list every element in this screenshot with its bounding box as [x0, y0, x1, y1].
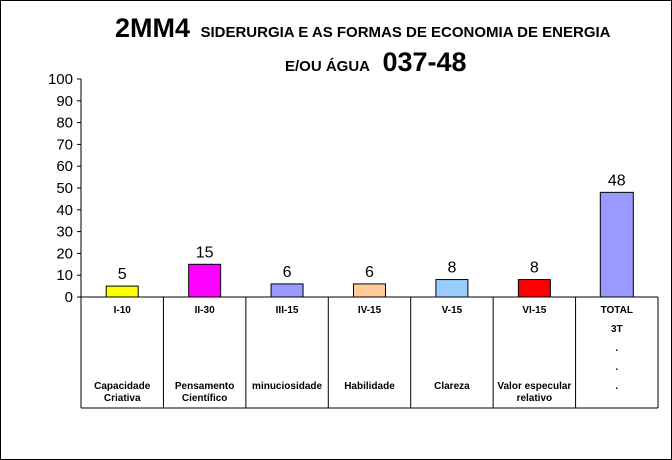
bar-iv-15: [353, 283, 386, 298]
bar-value-label: 48: [608, 172, 626, 189]
chart-title-line1: 2MM4 SIDERURGIA E AS FORMAS DE ECONOMIA …: [115, 13, 611, 44]
bar-value-label: 6: [365, 264, 374, 281]
category-extra-line: 3T: [610, 324, 623, 335]
category-label: minuciosidade: [252, 381, 323, 392]
category-label: Clareza: [434, 381, 470, 392]
bar-ii-30: [188, 263, 222, 298]
bar-vi-15: [517, 279, 551, 298]
category-label: Capacidade Criativa: [94, 381, 151, 404]
category-code: VI-15: [522, 305, 547, 316]
category-extra-line: .: [615, 343, 619, 354]
y-tick-label: 90: [56, 93, 73, 110]
bar-value-label: 15: [196, 244, 214, 261]
bar-value-label: 8: [530, 260, 539, 277]
bar-iii-15: [270, 283, 304, 298]
category-code: II-30: [194, 305, 215, 316]
category-code: III-15: [275, 305, 299, 316]
y-tick-label: 40: [56, 202, 73, 219]
category-code: I-10: [113, 305, 131, 316]
bar-value-label: 6: [283, 264, 292, 281]
category-code: V-15: [441, 305, 463, 316]
y-tick-label: 80: [56, 115, 73, 132]
bar-total: [599, 191, 634, 298]
bar-v-15: [435, 279, 469, 298]
bar-i-10: [105, 285, 139, 298]
y-tick-label: 50: [56, 180, 73, 197]
y-tick-label: 0: [65, 289, 73, 306]
category-code: TOTAL: [600, 305, 633, 316]
bar-value-label: 5: [118, 266, 127, 283]
chart-title-prefix: 2MM4: [115, 13, 191, 43]
category-extra-line: .: [615, 362, 619, 373]
y-tick-label: 60: [56, 158, 73, 175]
category-label: Habilidade: [344, 381, 395, 392]
chart-title-line2-text: E/OU ÁGUA: [285, 58, 371, 75]
chart-title-line2: E/OU ÁGUA 037-48: [285, 47, 467, 78]
category-label: Valor especular relativo: [497, 381, 572, 404]
bar-value-label: 8: [447, 260, 456, 277]
category-extra-line: .: [615, 381, 619, 392]
y-tick-label: 10: [56, 267, 73, 284]
y-tick-label: 30: [56, 224, 73, 241]
y-tick-label: 70: [56, 136, 73, 153]
chart-title-code: 037-48: [382, 47, 467, 77]
category-code: IV-15: [357, 305, 382, 316]
y-tick-label: 20: [56, 245, 73, 262]
chart-title-main: SIDERURGIA E AS FORMAS DE ECONOMIA DE EN…: [200, 24, 611, 41]
y-tick-label: 100: [48, 71, 73, 88]
category-label: Pensamento Científico: [174, 381, 235, 404]
